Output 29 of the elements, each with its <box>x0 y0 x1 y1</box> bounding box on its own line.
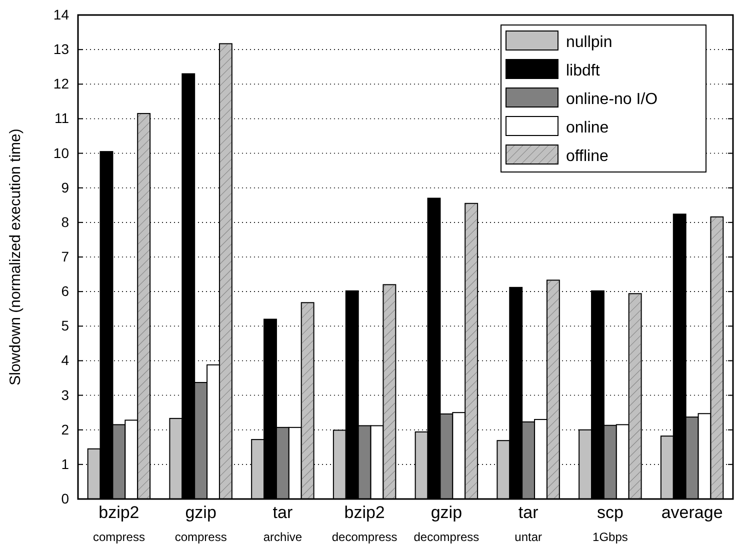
legend-label: nullpin <box>566 34 612 51</box>
legend-label: offline <box>566 148 609 165</box>
x-tick-label: gzip compress <box>174 503 227 544</box>
y-tick-label: 2 <box>61 421 70 438</box>
x-tick-label: tar untar <box>514 503 542 544</box>
y-tick-label: 9 <box>61 179 70 196</box>
legend-label: online <box>566 120 609 136</box>
y-tick-label: 13 <box>53 41 70 58</box>
y-tick-label: 0 <box>61 490 70 506</box>
y-tick-label: 14 <box>53 6 70 22</box>
x-tick-label: bzip2 decompress <box>332 503 398 544</box>
y-tick-label: 4 <box>61 352 70 368</box>
x-tick-label: gzip decompress <box>414 503 480 544</box>
y-tick-label: 11 <box>54 110 70 126</box>
y-tick-label: 7 <box>61 248 70 264</box>
y-tick-label: 6 <box>61 283 70 300</box>
y-tick-label: 5 <box>61 318 70 334</box>
x-tick-label: bzip2 compress <box>92 503 145 544</box>
x-tick-label: scp 1Gbps <box>592 503 628 544</box>
y-tick-label: 10 <box>53 144 70 161</box>
x-tick-label: tar archive <box>263 503 302 544</box>
y-tick-label: 3 <box>61 386 70 403</box>
y-tick-label: 8 <box>61 214 70 230</box>
legend-label: libdft <box>566 62 600 80</box>
x-tick-label: average <box>661 503 723 522</box>
y-tick-label: 12 <box>53 76 70 92</box>
legend-label: online-no I/O <box>566 91 658 108</box>
y-axis-title: Slowdown (normalized execution time) <box>7 128 24 386</box>
y-tick-label: 1 <box>61 456 70 472</box>
